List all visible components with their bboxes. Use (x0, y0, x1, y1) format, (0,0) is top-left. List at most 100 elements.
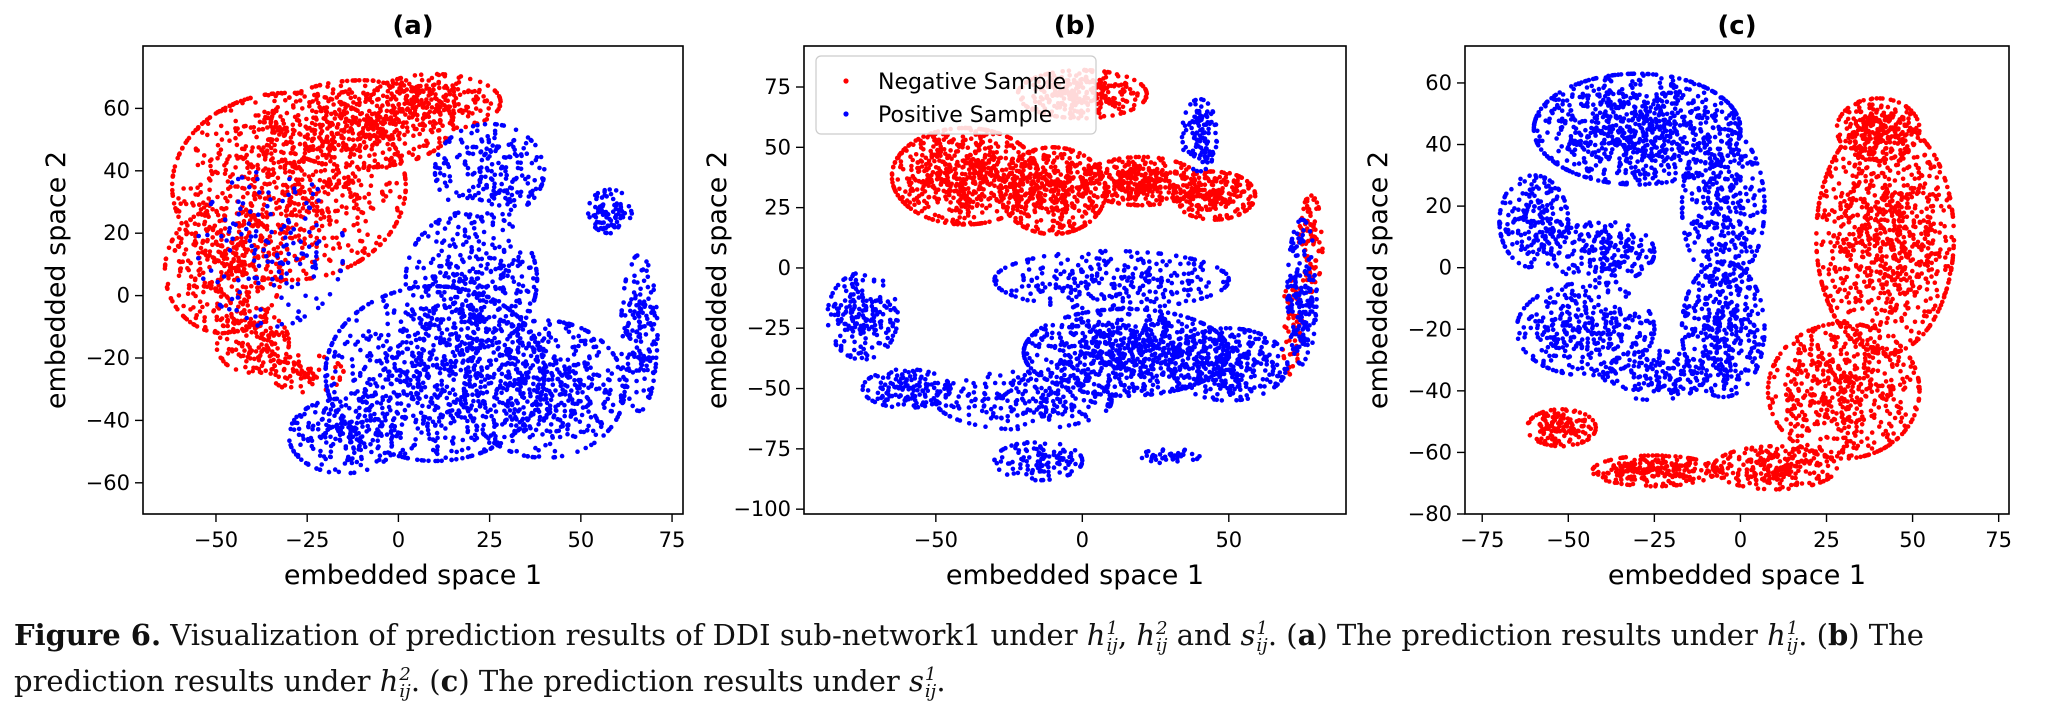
scatter-point (348, 440, 353, 445)
scatter-point (325, 84, 330, 89)
scatter-point (235, 295, 241, 300)
scatter-point (435, 152, 441, 157)
scatter-point (283, 235, 288, 240)
scatter-point (500, 274, 506, 280)
scatter-point (321, 235, 327, 241)
scatter-point (352, 377, 358, 383)
scatter-point (909, 167, 914, 173)
scatter-point (321, 454, 327, 459)
scatter-point (374, 103, 380, 109)
scatter-point (357, 258, 363, 264)
scatter-point (508, 244, 513, 249)
scatter-point (379, 361, 384, 366)
scatter-point (426, 78, 432, 83)
scatter-point (266, 333, 271, 338)
scatter-point (470, 111, 475, 116)
scatter-point (444, 327, 450, 332)
scatter-point (430, 419, 436, 425)
scatter-point (435, 405, 440, 410)
scatter-point (448, 296, 454, 302)
scatter-point (303, 216, 308, 221)
scatter-point (454, 449, 460, 455)
scatter-point (385, 88, 391, 94)
scatter-point (474, 276, 480, 282)
scatter-point (492, 314, 497, 320)
scatter-point (488, 446, 494, 452)
scatter-point (521, 320, 526, 326)
scatter-point (372, 247, 378, 253)
scatter-point (452, 321, 457, 326)
scatter-point (402, 89, 407, 94)
scatter-point (520, 327, 526, 332)
scatter-point (229, 314, 234, 320)
scatter-point (622, 313, 628, 318)
scatter-point (519, 274, 525, 279)
scatter-point (439, 248, 445, 254)
scatter-point (475, 285, 480, 290)
scatter-point (596, 373, 602, 379)
scatter-point (296, 359, 302, 365)
scatter-point (336, 361, 341, 367)
scatter-point (255, 162, 260, 168)
scatter-point (274, 137, 280, 142)
scatter-point (459, 140, 465, 145)
scatter-point (380, 150, 386, 155)
scatter-point (446, 254, 452, 260)
scatter-point (488, 149, 494, 155)
scatter-point (252, 191, 258, 197)
scatter-point (289, 277, 295, 283)
scatter-point (380, 121, 386, 127)
axes-frame-a (142, 45, 684, 515)
scatter-point (372, 111, 378, 116)
scatter-point (584, 395, 590, 400)
scatter-point (293, 234, 298, 239)
scatter-point (361, 165, 366, 170)
scatter-point (245, 292, 250, 298)
scatter-point (405, 346, 411, 352)
scatter-point (268, 269, 274, 275)
scatter-point (533, 399, 539, 404)
scatter-point (549, 371, 554, 376)
scatter-point (542, 167, 547, 172)
scatter-point (314, 296, 319, 301)
scatter-point (337, 245, 343, 250)
scatter-point (446, 164, 452, 170)
scatter-point (378, 126, 384, 132)
scatter-point (452, 392, 458, 397)
scatter-point (513, 127, 519, 133)
scatter-point (465, 195, 470, 201)
scatter-point (380, 411, 386, 416)
scatter-point (228, 265, 233, 271)
scatter-point (354, 420, 360, 426)
scatter-point (363, 218, 369, 224)
scatter-point (446, 316, 452, 322)
scatter-point (424, 287, 429, 293)
scatter-point (919, 164, 925, 169)
scatter-point (590, 428, 596, 434)
scatter-point (420, 127, 426, 133)
scatter-point (433, 178, 439, 184)
scatter-point (186, 283, 192, 288)
scatter-point (397, 136, 402, 142)
scatter-point (522, 380, 528, 386)
scatter-point (379, 164, 385, 169)
scatter-point (380, 405, 385, 411)
scatter-point (398, 401, 404, 406)
scatter-point (205, 132, 210, 138)
scatter-point (470, 384, 475, 389)
scatter-point (414, 126, 419, 132)
scatter-point (994, 150, 999, 155)
scatter-point (455, 231, 460, 237)
scatter-point (440, 240, 445, 245)
scatter-point (207, 249, 213, 254)
scatter-point (448, 178, 453, 184)
scatter-point (392, 112, 398, 118)
scatter-point (413, 437, 418, 442)
scatter-point (466, 408, 471, 414)
scatter-point (507, 333, 512, 339)
scatter-point (217, 335, 223, 341)
scatter-point (293, 99, 299, 104)
scatter-point (489, 162, 495, 167)
scatter-point (477, 298, 483, 303)
scatter-point (471, 365, 477, 370)
